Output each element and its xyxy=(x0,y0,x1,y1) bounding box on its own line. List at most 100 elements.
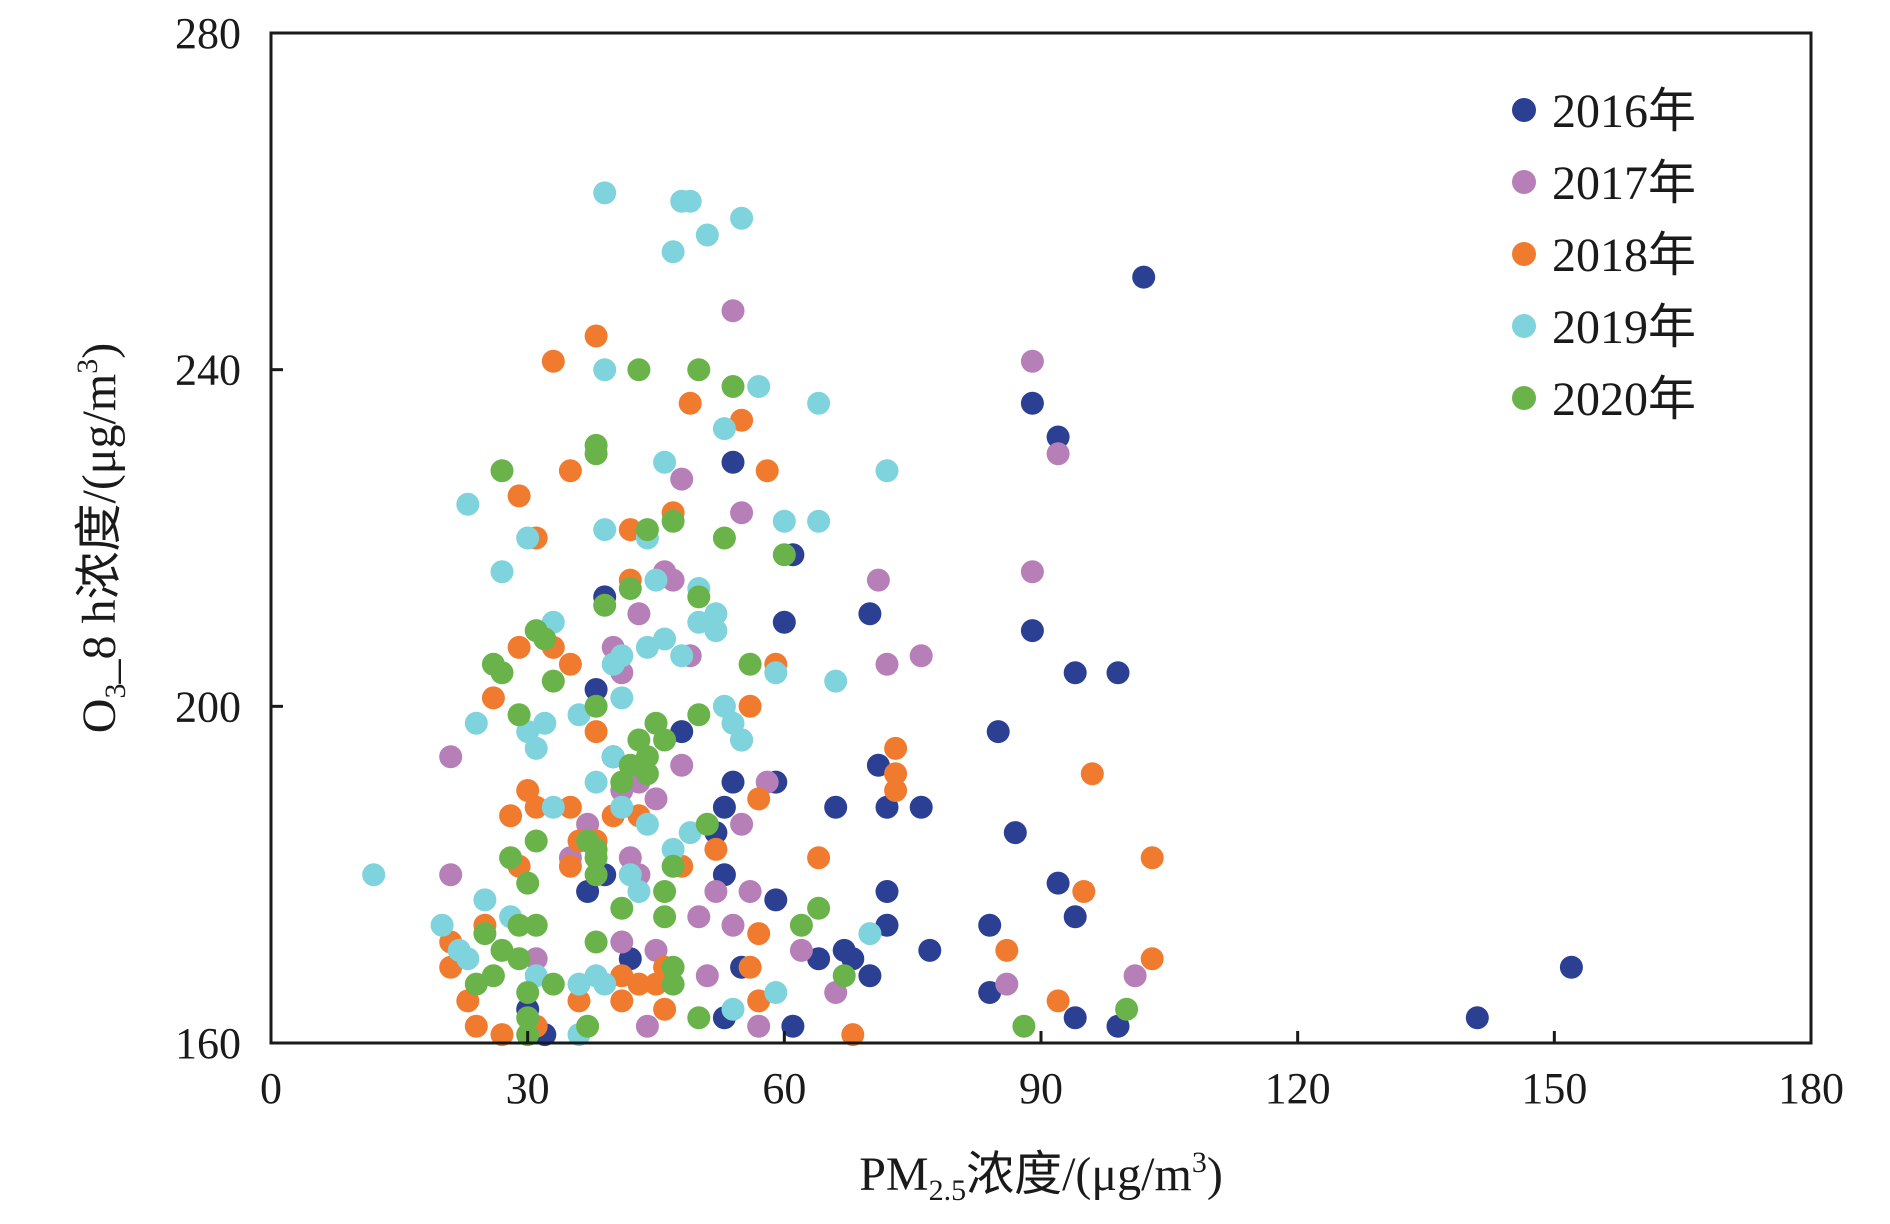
data-point xyxy=(661,240,685,264)
data-point xyxy=(584,324,608,348)
data-point xyxy=(516,1006,540,1030)
data-point xyxy=(567,703,591,727)
data-point xyxy=(747,1014,771,1038)
data-point xyxy=(1020,619,1044,643)
data-point xyxy=(1020,560,1044,584)
data-point xyxy=(875,880,899,903)
data-point xyxy=(499,846,523,870)
data-point xyxy=(807,947,831,971)
data-point xyxy=(884,779,908,802)
data-point xyxy=(738,652,762,676)
x-tick-label: 60 xyxy=(762,1064,806,1113)
data-point xyxy=(807,509,831,533)
data-point xyxy=(721,299,745,323)
data-point xyxy=(712,694,736,718)
data-point xyxy=(712,795,736,819)
x-tick-label: 150 xyxy=(1521,1064,1587,1113)
data-point xyxy=(584,442,608,466)
data-point xyxy=(610,795,634,819)
y-axis-label: O3_8 h浓度/(μg/m3) xyxy=(71,343,132,733)
data-point xyxy=(507,947,531,971)
data-point xyxy=(678,821,702,845)
data-point xyxy=(464,1014,488,1038)
legend-label: 2016年 xyxy=(1552,85,1696,138)
data-point xyxy=(884,762,908,786)
data-point xyxy=(558,652,582,676)
data-point xyxy=(772,543,796,567)
data-point xyxy=(1559,955,1583,979)
data-point xyxy=(841,1023,865,1047)
data-point xyxy=(721,375,745,398)
data-point xyxy=(764,661,788,685)
data-point xyxy=(490,560,514,584)
data-point xyxy=(789,913,813,937)
legend-item: 2019年 xyxy=(1512,301,1696,354)
data-point xyxy=(653,905,677,929)
data-point xyxy=(524,913,548,937)
data-point xyxy=(781,1014,805,1038)
data-point xyxy=(978,981,1002,1004)
data-point xyxy=(721,913,745,937)
data-point xyxy=(558,854,582,878)
data-point xyxy=(541,795,565,819)
data-point xyxy=(807,846,831,870)
data-point xyxy=(858,922,882,946)
data-point xyxy=(687,703,711,727)
data-point xyxy=(1080,762,1104,786)
data-point xyxy=(507,913,531,937)
axis-label-text: PM2.5浓度/(μg/m3) xyxy=(859,1146,1223,1207)
data-point xyxy=(584,964,608,988)
data-point xyxy=(704,880,728,903)
data-point xyxy=(738,955,762,979)
data-point xyxy=(524,947,548,971)
data-point xyxy=(1063,661,1087,685)
data-point xyxy=(499,804,523,828)
data-point xyxy=(661,955,685,979)
data-point xyxy=(635,762,659,786)
data-point xyxy=(362,863,386,887)
y-tick-label: 160 xyxy=(175,1019,241,1068)
legend-marker xyxy=(1512,242,1536,266)
data-point xyxy=(584,720,608,744)
data-point xyxy=(712,417,736,441)
data-point xyxy=(541,972,565,996)
data-point xyxy=(473,888,497,912)
data-point xyxy=(747,375,771,398)
data-point xyxy=(1140,947,1164,971)
data-point xyxy=(687,585,711,609)
axis-label-text: O3_8 h浓度/(μg/m3) xyxy=(71,343,132,733)
data-point xyxy=(567,972,591,996)
data-point xyxy=(584,930,608,954)
data-point xyxy=(875,913,899,937)
data-point xyxy=(1465,1006,1489,1030)
data-point xyxy=(986,720,1010,744)
data-point xyxy=(584,770,608,794)
data-point xyxy=(712,526,736,550)
data-point xyxy=(661,509,685,533)
data-point xyxy=(704,837,728,861)
x-tick-label: 180 xyxy=(1778,1064,1844,1113)
data-point xyxy=(807,896,831,920)
data-point xyxy=(1012,1014,1036,1038)
series-2018年 xyxy=(439,324,1164,1047)
data-point xyxy=(995,938,1019,962)
data-point xyxy=(1106,1014,1130,1038)
data-point xyxy=(1140,846,1164,870)
legend-marker xyxy=(1512,314,1536,338)
series-2020年 xyxy=(464,358,1139,1047)
data-point xyxy=(687,1006,711,1030)
data-point xyxy=(1063,1006,1087,1030)
y-tick-label: 240 xyxy=(175,346,241,395)
data-point xyxy=(730,728,754,752)
data-point xyxy=(1115,997,1139,1021)
data-point xyxy=(507,703,531,727)
data-point xyxy=(618,863,642,887)
legend-marker xyxy=(1512,98,1536,122)
data-point xyxy=(610,896,634,920)
data-point xyxy=(721,997,745,1021)
data-point xyxy=(610,770,634,794)
data-point xyxy=(558,459,582,483)
data-point xyxy=(481,686,505,710)
data-point xyxy=(593,518,617,542)
